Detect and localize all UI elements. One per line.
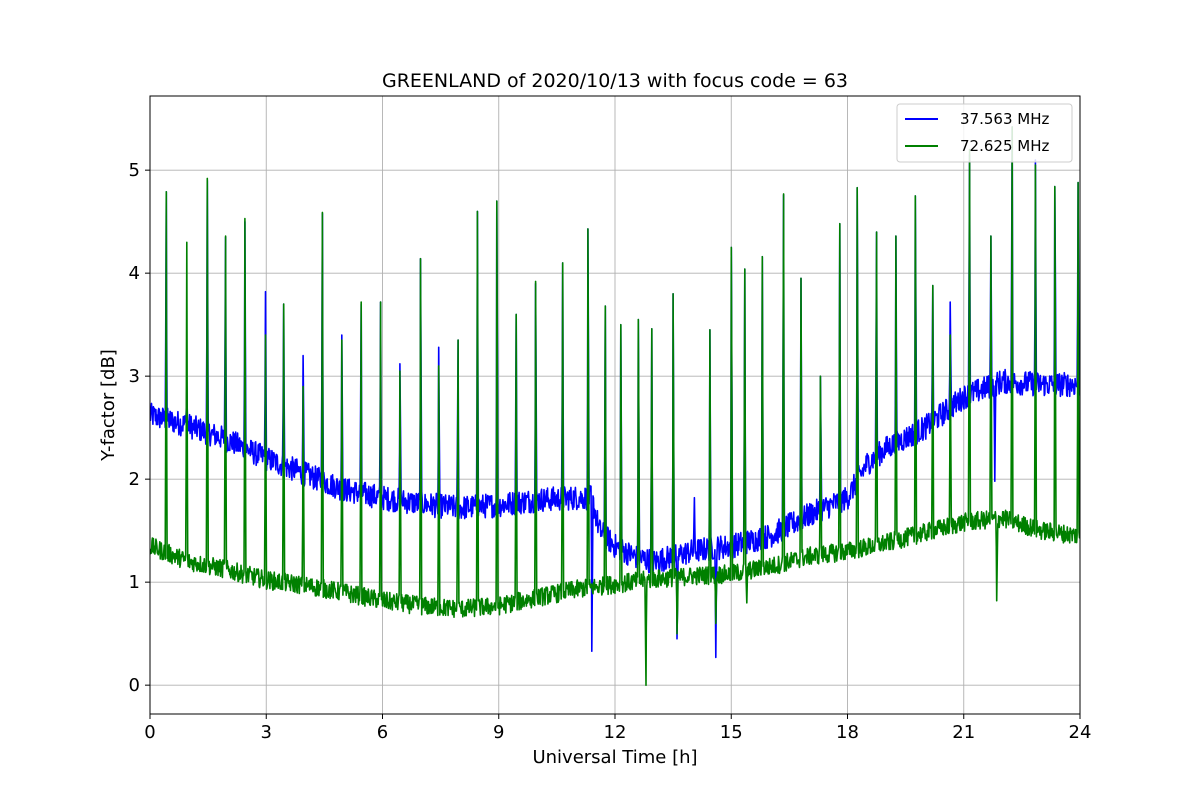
- legend-label-72-625-mhz: 72.625 MHz: [960, 137, 1049, 155]
- x-tick-label: 6: [377, 722, 388, 743]
- y-axis-label: Y-factor [dB]: [98, 349, 119, 462]
- x-axis-label: Universal Time [h]: [532, 747, 697, 768]
- legend-frame: [896, 103, 1073, 163]
- chart-title: GREENLAND of 2020/10/13 with focus code …: [382, 70, 848, 92]
- y-tick-label: 2: [129, 469, 140, 490]
- legend: 37.563 MHz 72.625 MHz: [896, 103, 1073, 163]
- x-tick-label: 18: [836, 722, 859, 743]
- series-layer: [150, 126, 1080, 686]
- y-tick-label: 3: [129, 366, 140, 387]
- y-axis-ticks: 0 1 2 3 4 5: [129, 160, 150, 696]
- legend-label-37-563-mhz: 37.563 MHz: [960, 110, 1049, 128]
- x-tick-label: 0: [144, 722, 155, 743]
- x-tick-label: 24: [1069, 722, 1092, 743]
- x-tick-label: 15: [720, 722, 743, 743]
- y-tick-label: 4: [129, 263, 140, 284]
- y-tick-label: 0: [129, 675, 140, 696]
- series-line-37-563-mhz: [150, 126, 1080, 659]
- x-axis-ticks: 0 3 6 9 12 15 18 21 24: [144, 714, 1091, 743]
- series-line-72-625-mhz: [150, 126, 1080, 686]
- x-tick-label: 12: [604, 722, 627, 743]
- x-tick-label: 21: [952, 722, 975, 743]
- y-tick-label: 5: [129, 160, 140, 181]
- y-tick-label: 1: [129, 572, 140, 593]
- x-tick-label: 3: [261, 722, 272, 743]
- x-tick-label: 9: [493, 722, 504, 743]
- plot-area: [150, 126, 1080, 686]
